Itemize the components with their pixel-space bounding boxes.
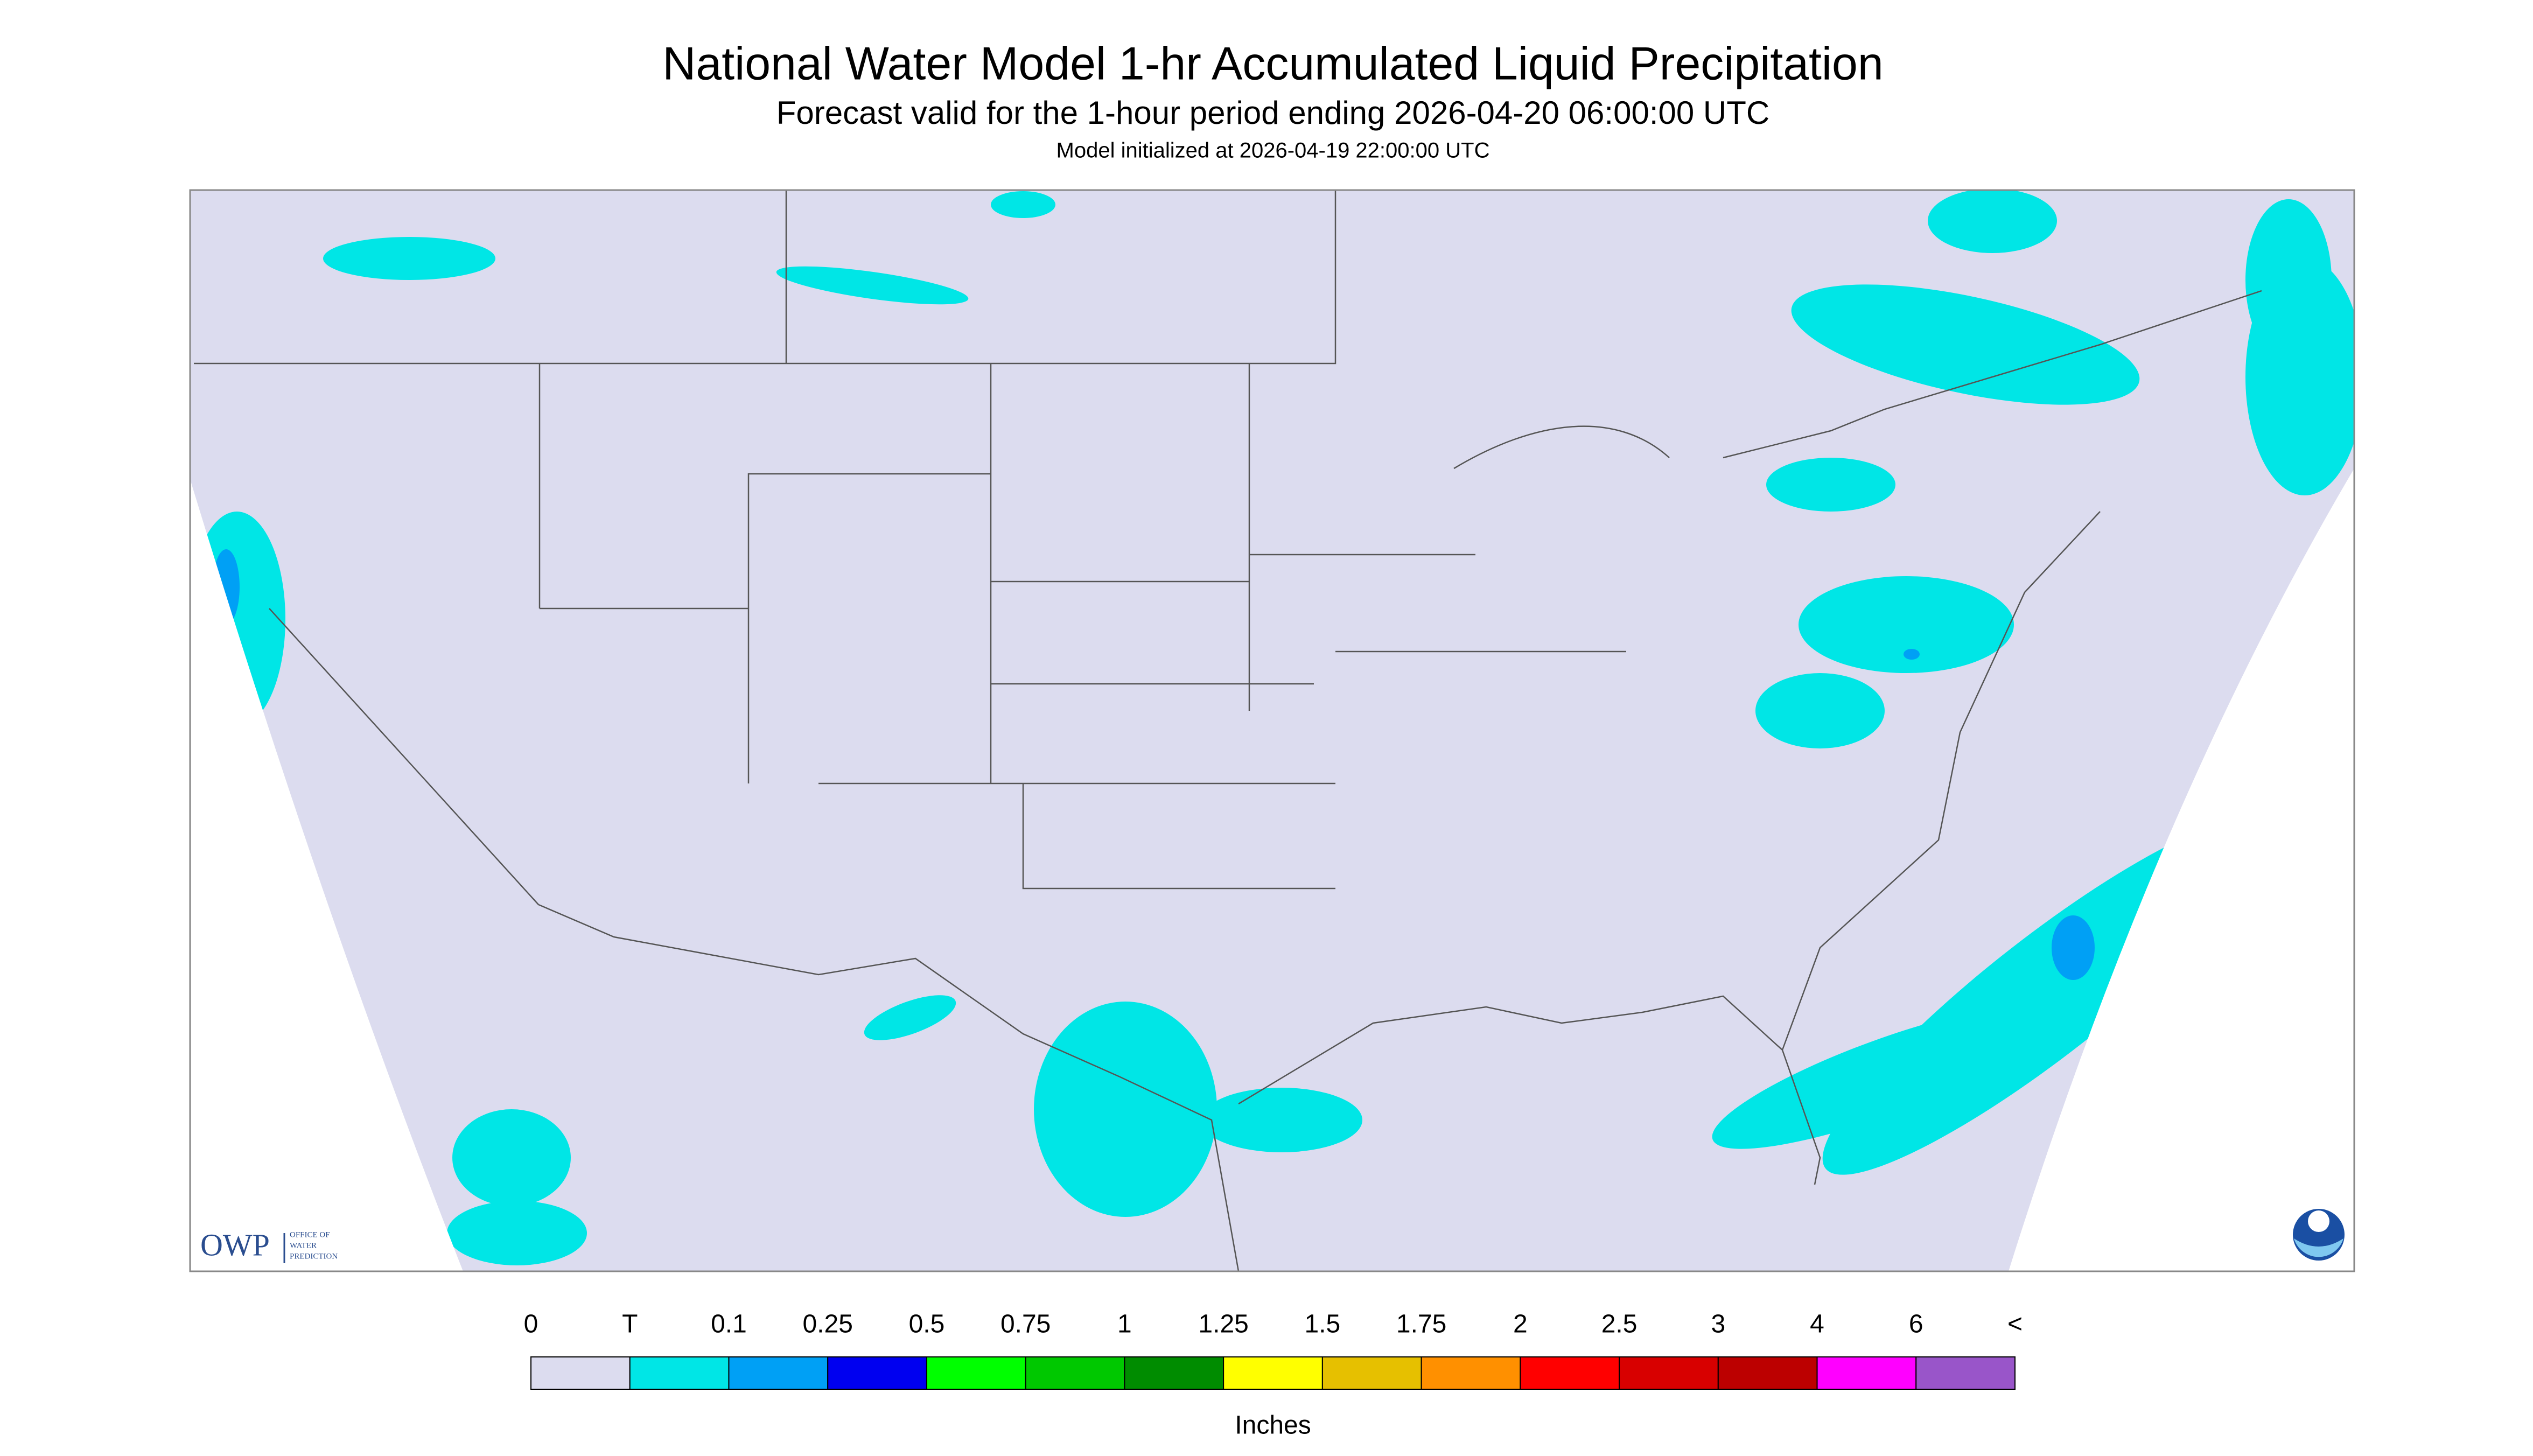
legend-label: 0.5 [909, 1310, 945, 1339]
legend-label: 6 [1909, 1310, 1923, 1339]
legend-label: 0.25 [802, 1310, 852, 1339]
legend-swatch [1421, 1356, 1521, 1390]
legend-swatch [926, 1356, 1026, 1390]
subtitle: Forecast valid for the 1-hour period end… [776, 95, 1769, 131]
title: National Water Model 1-hr Accumulated Li… [662, 38, 1883, 90]
precip-areas [190, 190, 2354, 1265]
legend-unit: Inches [1235, 1411, 1311, 1440]
map [190, 190, 2354, 1271]
legend-label: < [2007, 1310, 2023, 1339]
legend-swatch [1321, 1356, 1422, 1390]
legend-label: 1.5 [1304, 1310, 1340, 1339]
logo-line: PREDICTION [290, 1252, 338, 1261]
legend-swatch [1223, 1356, 1323, 1390]
boundaries [194, 190, 2262, 1271]
map-frame [189, 189, 2355, 1272]
legend: 0 T 0.1 0.25 0.5 0.75 1 1.25 1.5 1.75 2 2.5 3 4 6 < [524, 1310, 2023, 1390]
owp-logo: OWP OFFICE OF WATER PREDICTION [200, 1227, 338, 1263]
legend-swatch [728, 1356, 829, 1390]
legend-label: 0 [524, 1310, 538, 1339]
legend-swatch [827, 1356, 927, 1390]
legend-swatch [629, 1356, 730, 1390]
legend-swatch [1520, 1356, 1620, 1390]
legend-swatch [530, 1356, 631, 1390]
legend-label: 1 [1117, 1310, 1132, 1339]
legend-swatch [1915, 1356, 2016, 1390]
noaa-logo [2293, 1209, 2345, 1261]
legend-swatch [1025, 1356, 1125, 1390]
legend-label: 0.1 [711, 1310, 747, 1339]
logo-text: OWP [200, 1227, 270, 1262]
legend-label: 2 [1513, 1310, 1528, 1339]
legend-label: 1.25 [1198, 1310, 1248, 1339]
legend-label: 2.5 [1601, 1310, 1638, 1339]
legend-swatch [1619, 1356, 1719, 1390]
legend-label: 3 [1711, 1310, 1725, 1339]
legend-label: 1.75 [1396, 1310, 1446, 1339]
logo-line: WATER [290, 1241, 317, 1250]
legend-swatch [1124, 1356, 1224, 1390]
init-note: Model initialized at 2026-04-19 22:00:00… [1056, 139, 1490, 163]
legend-label: 0.75 [1000, 1310, 1051, 1339]
legend-swatch [1816, 1356, 1917, 1390]
logo-line: OFFICE OF [290, 1230, 330, 1239]
legend-swatch [1717, 1356, 1818, 1390]
legend-label: 4 [1810, 1310, 1824, 1339]
legend-label: T [622, 1310, 638, 1339]
